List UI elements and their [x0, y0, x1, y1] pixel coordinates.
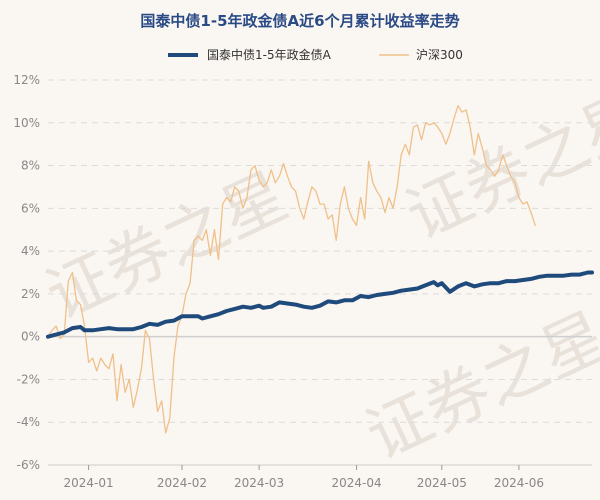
y-tick-label: -6%: [17, 458, 40, 472]
y-tick-label: 12%: [13, 73, 40, 87]
y-tick-label: 6%: [21, 201, 40, 215]
legend-label-fund: 国泰中债1-5年政金债A: [207, 47, 332, 62]
y-tick-label: 0%: [21, 330, 40, 344]
x-axis-ticks: 2024-01 2024-02 2024-03 2024-04 2024-05 2024-…: [64, 465, 544, 490]
y-tick-label: 2%: [21, 287, 40, 301]
legend-label-hs300: 沪深300: [416, 48, 463, 62]
x-tick-label: 2024-05: [417, 476, 467, 490]
svg-text:证券之星: 证券之星: [355, 299, 600, 474]
x-tick-label: 2024-04: [331, 476, 381, 490]
y-tick-label: -2%: [17, 372, 40, 386]
series-line-fund: [46, 270, 594, 339]
x-tick-label: 2024-03: [234, 476, 284, 490]
x-tick-label: 2024-02: [157, 476, 207, 490]
x-tick-label: 2024-06: [494, 476, 544, 490]
y-tick-label: -4%: [17, 415, 40, 429]
series-line-hs300: [47, 105, 536, 434]
y-tick-label: 10%: [13, 116, 40, 130]
legend: 国泰中债1-5年政金债A 沪深300: [168, 47, 463, 62]
y-axis-ticks: 12% 10% 8% 6% 4% 2% 0% -2% -4% -6%: [13, 73, 40, 472]
chart-title: 国泰中债1-5年政金债A近6个月累计收益率走势: [140, 12, 459, 30]
svg-text:证券之星: 证券之星: [35, 159, 298, 334]
y-tick-label: 4%: [21, 244, 40, 258]
y-tick-label: 8%: [21, 159, 40, 173]
x-tick-label: 2024-01: [64, 476, 114, 490]
watermark: 证券之星 证券之星 证券之星: [35, 79, 600, 474]
series-layer: [46, 105, 594, 434]
grid-lines: [48, 79, 592, 466]
svg-text:证券之星: 证券之星: [395, 79, 600, 254]
